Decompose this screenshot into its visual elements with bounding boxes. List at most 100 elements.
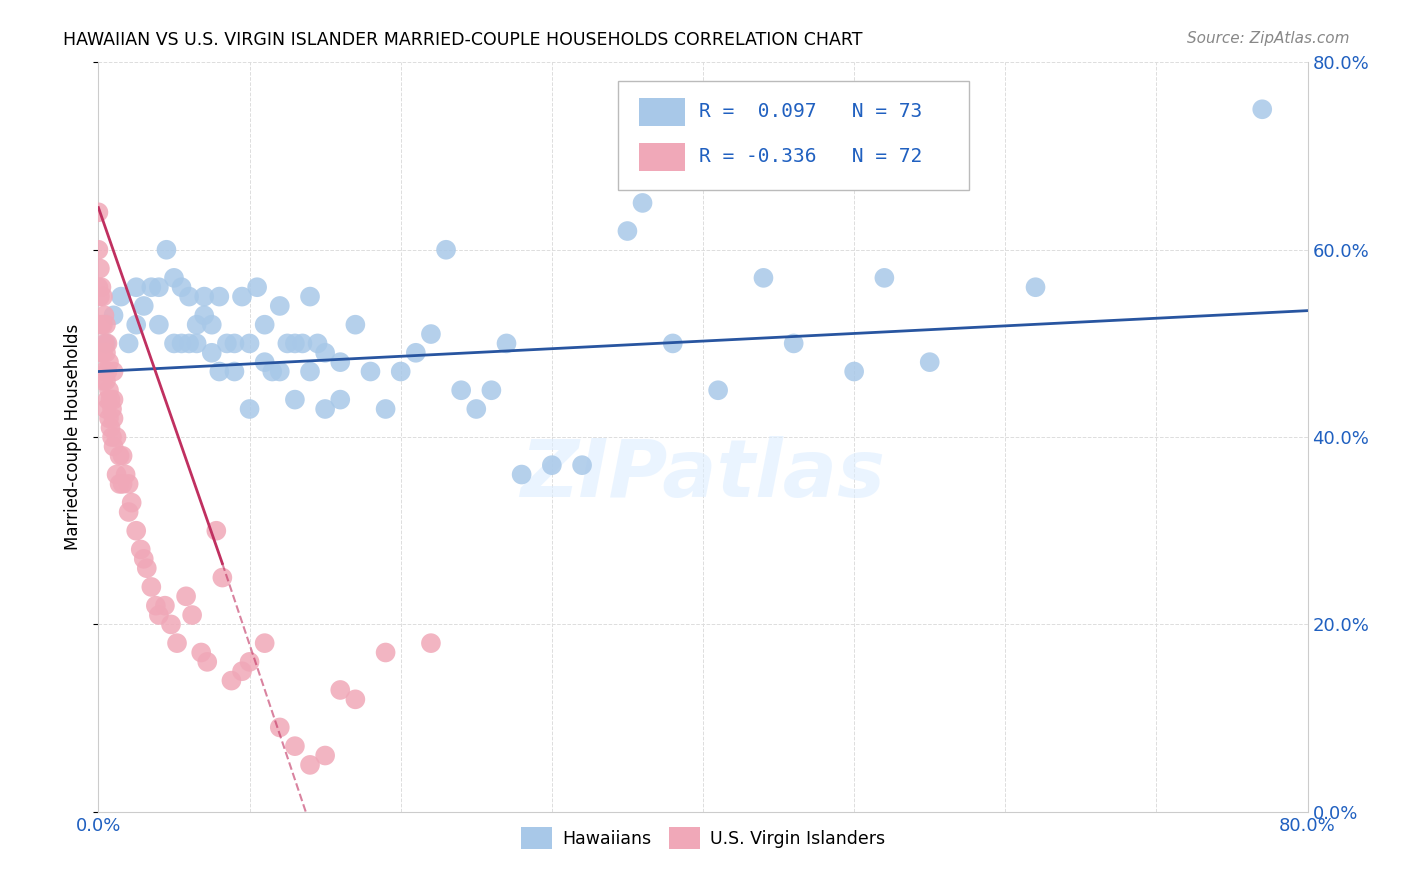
- Point: [91, 318, 114, 332]
- Point: [201, 345, 224, 359]
- Point: [481, 384, 503, 398]
- Point: [132, 299, 155, 313]
- Point: [540, 458, 562, 473]
- Point: [121, 496, 143, 510]
- Point: [284, 336, 307, 351]
- Point: [405, 345, 427, 359]
- Point: [105, 467, 128, 482]
- Point: [193, 308, 215, 322]
- Point: [103, 411, 125, 425]
- Point: [163, 271, 186, 285]
- Point: [205, 524, 228, 538]
- Point: [89, 289, 111, 303]
- Point: [314, 401, 336, 416]
- Text: ZIPatlas: ZIPatlas: [520, 435, 886, 514]
- Point: [94, 345, 117, 359]
- Point: [193, 289, 215, 303]
- Point: [125, 524, 148, 538]
- Point: [91, 345, 114, 359]
- Point: [420, 636, 443, 650]
- Text: HAWAIIAN VS U.S. VIRGIN ISLANDER MARRIED-COUPLE HOUSEHOLDS CORRELATION CHART: HAWAIIAN VS U.S. VIRGIN ISLANDER MARRIED…: [63, 31, 863, 49]
- Point: [450, 384, 472, 398]
- Point: [329, 683, 352, 698]
- Point: [262, 365, 284, 379]
- Point: [389, 365, 412, 379]
- Point: [155, 243, 177, 257]
- Point: [94, 336, 117, 351]
- Point: [284, 739, 307, 753]
- Point: [166, 636, 188, 650]
- Point: [329, 392, 352, 407]
- Point: [186, 336, 208, 351]
- Point: [434, 243, 457, 257]
- Point: [221, 673, 243, 688]
- Point: [616, 224, 638, 238]
- Point: [114, 467, 136, 482]
- Point: [153, 599, 176, 613]
- Point: [360, 365, 382, 379]
- Point: [87, 280, 110, 294]
- Text: R = -0.336   N = 72: R = -0.336 N = 72: [699, 147, 922, 166]
- Legend: Hawaiians, U.S. Virgin Islanders: Hawaiians, U.S. Virgin Islanders: [513, 821, 893, 855]
- Point: [141, 280, 163, 294]
- Point: [98, 355, 121, 369]
- Point: [94, 374, 117, 388]
- Point: [571, 458, 593, 473]
- Point: [90, 318, 112, 332]
- Point: [1024, 280, 1046, 294]
- Point: [94, 318, 117, 332]
- Point: [101, 401, 124, 416]
- Point: [181, 608, 204, 623]
- Point: [314, 748, 336, 763]
- Point: [170, 336, 193, 351]
- Point: [269, 299, 291, 313]
- Point: [129, 542, 152, 557]
- Point: [111, 476, 134, 491]
- Point: [844, 365, 866, 379]
- Point: [141, 580, 163, 594]
- Point: [253, 636, 276, 650]
- Point: [661, 336, 683, 351]
- Point: [179, 336, 201, 351]
- Point: [269, 365, 291, 379]
- Point: [98, 384, 121, 398]
- Point: [125, 280, 148, 294]
- Point: [179, 289, 201, 303]
- Point: [299, 758, 322, 772]
- Point: [1251, 102, 1274, 116]
- Point: [93, 365, 115, 379]
- Point: [108, 449, 131, 463]
- Point: [195, 655, 218, 669]
- Point: [148, 280, 170, 294]
- Point: [103, 365, 125, 379]
- Point: [269, 721, 291, 735]
- Point: [783, 336, 806, 351]
- Point: [96, 336, 118, 351]
- Point: [631, 195, 654, 210]
- Point: [105, 430, 128, 444]
- Point: [125, 318, 148, 332]
- Point: [111, 449, 134, 463]
- Point: [215, 336, 238, 351]
- Point: [87, 205, 110, 219]
- Point: [148, 318, 170, 332]
- Point: [276, 336, 298, 351]
- Point: [118, 476, 141, 491]
- Point: [253, 355, 276, 369]
- Point: [344, 692, 367, 706]
- Point: [329, 355, 352, 369]
- Point: [299, 365, 322, 379]
- Point: [100, 421, 122, 435]
- Point: [91, 289, 114, 303]
- Point: [87, 318, 110, 332]
- Point: [307, 336, 329, 351]
- Point: [135, 561, 157, 575]
- Y-axis label: Married-couple Households: Married-couple Households: [65, 324, 83, 550]
- Point: [186, 318, 208, 332]
- Point: [246, 280, 269, 294]
- Point: [291, 336, 314, 351]
- Point: [103, 308, 125, 322]
- Point: [132, 551, 155, 566]
- Point: [344, 318, 367, 332]
- Point: [374, 646, 396, 660]
